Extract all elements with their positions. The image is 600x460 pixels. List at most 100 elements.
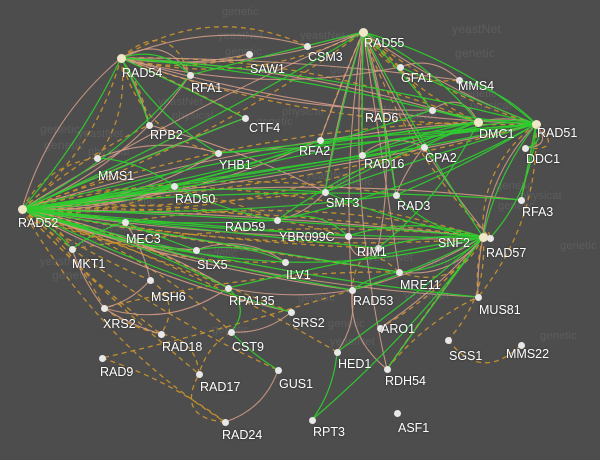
graph-node-cpa2[interactable]: [420, 143, 428, 151]
graph-node-mms4[interactable]: [455, 76, 463, 84]
graph-edge: [124, 209, 484, 238]
graph-edge: [276, 121, 479, 221]
graph-node-rdh54[interactable]: [383, 365, 391, 373]
graph-node-rad57[interactable]: [486, 234, 494, 242]
graph-node-dmc1[interactable]: [473, 117, 483, 127]
graph-edge: [377, 121, 479, 249]
graph-edge: [324, 31, 364, 193]
graph-node-rfa3[interactable]: [517, 196, 525, 204]
graph-node-rim1[interactable]: [374, 244, 382, 252]
graph-node-mms1[interactable]: [93, 154, 101, 162]
graph-edge: [21, 208, 229, 289]
graph-edge: [520, 123, 537, 201]
graph-edge: [477, 123, 537, 298]
graph-edge: [377, 235, 484, 249]
graph-node-aro1[interactable]: [376, 324, 384, 332]
graph-edge: [71, 221, 126, 250]
graph-edge: [120, 53, 191, 76]
graph-node-rad55[interactable]: [358, 27, 368, 37]
graph-edge: [21, 208, 292, 313]
graph-edge: [217, 121, 479, 154]
graph-node-rad16[interactable]: [358, 151, 366, 159]
graph-edge: [362, 31, 387, 249]
graph-edge: [362, 31, 537, 125]
graph-node-rad50[interactable]: [170, 182, 178, 190]
graph-node-rfa1[interactable]: [186, 71, 194, 79]
graph-edge: [227, 287, 353, 296]
graph-edge: [21, 208, 286, 263]
graph-node-ctf4[interactable]: [241, 114, 249, 122]
graph-node-rad3[interactable]: [392, 191, 400, 199]
graph-node-gfa1[interactable]: [396, 63, 404, 71]
graph-node-rad24[interactable]: [221, 418, 229, 426]
graph-edge: [21, 74, 191, 210]
graph-edge: [120, 57, 150, 126]
graph-node-srs2[interactable]: [287, 308, 295, 316]
graph-node-rad53[interactable]: [348, 286, 356, 294]
graph-edge: [120, 57, 219, 154]
graph-node-csm3[interactable]: [303, 42, 311, 50]
graph-edge: [195, 243, 286, 263]
graph-edge: [96, 157, 175, 187]
graph-node-rad17[interactable]: [195, 370, 203, 378]
graph-edge: [351, 289, 388, 370]
graph-node-saw1[interactable]: [245, 50, 253, 58]
graph-edge: [482, 123, 537, 238]
graph-node-smt3[interactable]: [321, 188, 329, 196]
graph-edge: [21, 208, 484, 238]
graph-node-mms22[interactable]: [517, 341, 525, 349]
graph-node-asf1[interactable]: [393, 409, 401, 417]
graph-edge: [21, 121, 479, 210]
graph-edge: [284, 236, 484, 263]
graph-edge: [379, 236, 484, 329]
graph-edge: [399, 62, 460, 81]
graph-edge: [362, 31, 460, 82]
graph-edge: [21, 208, 400, 273]
graph-node-mkt1[interactable]: [68, 245, 76, 253]
graph-node-xrs2[interactable]: [100, 304, 108, 312]
graph-node-sgs1[interactable]: [444, 336, 452, 344]
graph-node-mec3[interactable]: [121, 218, 129, 226]
graph-edge: [230, 331, 279, 371]
graph-node-rad9[interactable]: [98, 354, 106, 362]
graph-node-yhb1[interactable]: [214, 149, 222, 157]
graph-node-rad54[interactable]: [116, 53, 126, 63]
graph-node-snf2[interactable]: [478, 232, 488, 242]
graph-edge: [386, 296, 479, 370]
graph-node-rad6[interactable]: [428, 106, 436, 114]
graph-edge: [21, 208, 491, 240]
graph-node-rfa2[interactable]: [316, 136, 324, 144]
graph-node-mre11[interactable]: [395, 268, 403, 276]
graph-node-rpt3[interactable]: [308, 416, 316, 424]
graph-node-rad18[interactable]: [157, 330, 165, 338]
graph-node-rad52[interactable]: [17, 204, 27, 214]
graph-edge: [324, 123, 537, 193]
graph-node-rad51[interactable]: [531, 119, 541, 129]
graph-edge: [336, 236, 484, 353]
graph-node-rpa135[interactable]: [224, 284, 232, 292]
graph-edge: [477, 236, 484, 298]
graph-node-rad59[interactable]: [273, 216, 281, 224]
graph-node-ybr099c[interactable]: [344, 232, 352, 240]
graph-edge: [21, 204, 349, 237]
graph-edge: [198, 331, 232, 375]
graph-edge: [21, 152, 219, 210]
graph-node-rpb2[interactable]: [145, 121, 153, 129]
graph-edge: [447, 236, 485, 341]
graph-node-ddc1[interactable]: [521, 144, 529, 152]
graph-node-hed1[interactable]: [333, 348, 341, 356]
graph-edge: [21, 121, 479, 210]
graph-node-mus81[interactable]: [474, 293, 482, 301]
graph-node-cst9[interactable]: [227, 328, 235, 336]
graph-node-slx5[interactable]: [192, 246, 200, 254]
graph-edge: [362, 31, 479, 123]
graph-edge: [362, 31, 491, 239]
graph-node-ilv1[interactable]: [281, 258, 289, 266]
graph-edge: [173, 185, 278, 221]
graph-edge: [21, 208, 379, 249]
graph-edge: [21, 208, 229, 289]
graph-node-msh6[interactable]: [146, 276, 154, 284]
graph-node-gus1[interactable]: [274, 366, 282, 374]
